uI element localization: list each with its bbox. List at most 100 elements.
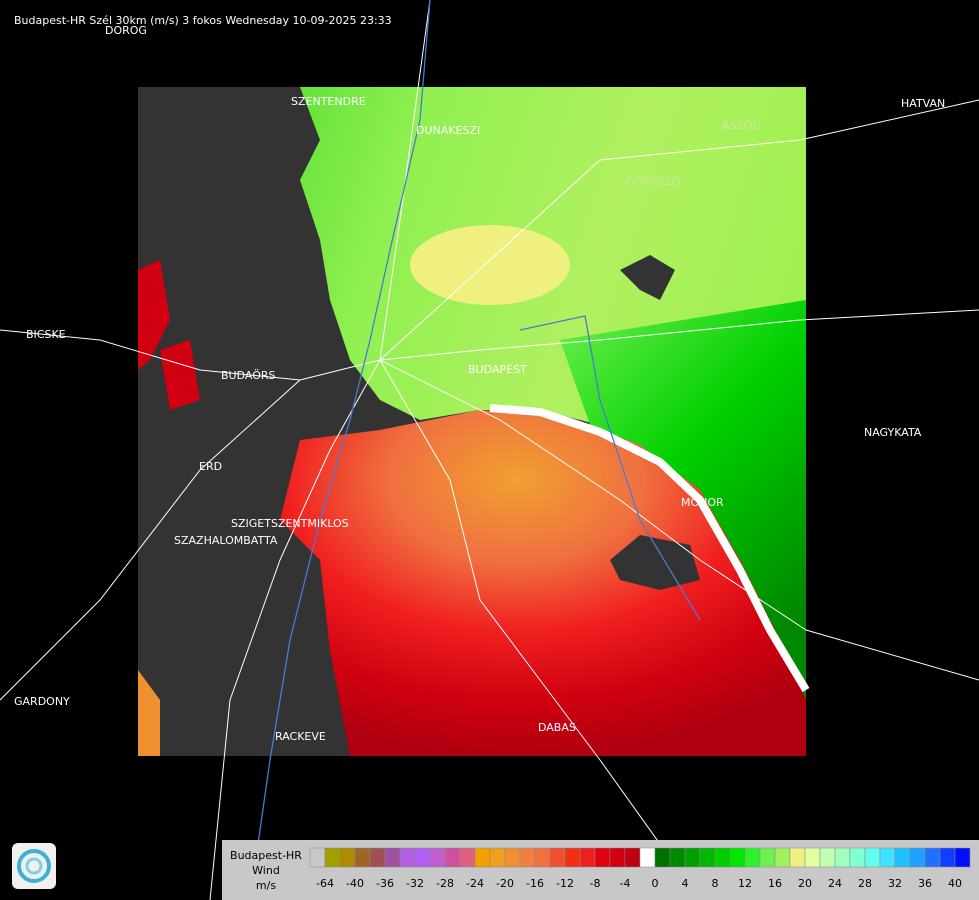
- place-label: GARDONY: [14, 695, 70, 708]
- radar-area: [138, 87, 810, 756]
- legend-swatch: [624, 847, 641, 868]
- place-label: SZIGETSZENTMIKLOS: [231, 517, 349, 530]
- legend-swatch: [414, 847, 431, 868]
- red-patch: [138, 260, 200, 410]
- legend-swatch: [939, 847, 956, 868]
- legend-tick: 28: [858, 877, 872, 890]
- legend-swatch: [384, 847, 401, 868]
- legend-swatch: [399, 847, 416, 868]
- legend-swatch: [714, 847, 731, 868]
- place-label: BICSKE: [26, 328, 66, 341]
- legend-swatch: [864, 847, 881, 868]
- red-zone: [280, 410, 806, 756]
- legend-swatch: [804, 847, 821, 868]
- legend-tick: -40: [346, 877, 364, 890]
- green-zone: [138, 87, 806, 700]
- legend-swatch: [774, 847, 791, 868]
- dark-green-zone: [560, 300, 806, 700]
- place-label: NAGYKATA: [864, 426, 922, 439]
- legend-line: m/s: [256, 879, 276, 892]
- legend-swatch: [639, 847, 656, 868]
- legend-tick: 40: [948, 877, 962, 890]
- legend-swatch: [684, 847, 701, 868]
- place-label: ASZOD: [722, 119, 761, 132]
- legend-swatch: [474, 847, 491, 868]
- legend-swatch: [819, 847, 836, 868]
- legend-swatch: [459, 847, 476, 868]
- legend-swatch: [354, 847, 371, 868]
- place-label: ERD: [199, 460, 222, 473]
- legend-swatch: [444, 847, 461, 868]
- legend-swatch: [729, 847, 746, 868]
- place-label: HATVAN: [901, 97, 945, 110]
- legend-tick: -36: [376, 877, 394, 890]
- yellow-zone: [410, 225, 570, 305]
- place-label: BUDAPEST: [468, 363, 527, 376]
- legend-swatch: [324, 847, 341, 868]
- legend-swatch: [924, 847, 941, 868]
- legend-tick: 36: [918, 877, 932, 890]
- legend-tick: -32: [406, 877, 424, 890]
- legend-tick: -12: [556, 877, 574, 890]
- legend-swatch: [579, 847, 596, 868]
- place-label: BUDAÖRS: [221, 369, 276, 382]
- place-label: RACKEVE: [275, 730, 326, 743]
- legend-line: Wind: [252, 864, 280, 877]
- legend-tick: 12: [738, 877, 752, 890]
- legend-tick: -8: [590, 877, 601, 890]
- legend-swatch: [654, 847, 671, 868]
- legend-swatch: [519, 847, 536, 868]
- legend-swatch: [699, 847, 716, 868]
- legend-swatch: [564, 847, 581, 868]
- orange-patch: [138, 670, 160, 756]
- legend-tick: -28: [436, 877, 454, 890]
- legend-tick: -20: [496, 877, 514, 890]
- legend-tick: -16: [526, 877, 544, 890]
- legend-tick: 20: [798, 877, 812, 890]
- legend-tick: 0: [652, 877, 659, 890]
- place-label: SZAZHALOMBATTA: [174, 534, 278, 547]
- place-labels: DOROG SZENTENDRE DUNAKESZI ASZOD GODOLLO HATV…: [14, 24, 969, 897]
- zero-line: [489, 404, 810, 693]
- legend-tick: 16: [768, 877, 782, 890]
- legend-swatch: [369, 847, 386, 868]
- legend-swatch: [429, 847, 446, 868]
- place-label: DABAS: [538, 721, 576, 734]
- legend-tick: -24: [466, 877, 484, 890]
- title: Budapest-HR Szél 30km (m/s) 3 fokos Wedn…: [14, 14, 392, 27]
- legend-swatch: [534, 847, 551, 868]
- legend-swatch: [489, 847, 506, 868]
- legend-swatch: [849, 847, 866, 868]
- legend-swatch: [744, 847, 761, 868]
- legend-swatch: [894, 847, 911, 868]
- legend-swatch: [954, 847, 971, 868]
- legend-swatch: [594, 847, 611, 868]
- place-label: MONOR: [681, 496, 724, 509]
- legend-swatch: [339, 847, 356, 868]
- logo: [12, 843, 56, 889]
- place-label: SZENTENDRE: [291, 95, 366, 108]
- rivers: [249, 0, 701, 900]
- legend-swatch: [879, 847, 896, 868]
- place-label: DOROG: [105, 24, 147, 37]
- place-label: DUNAKESZI: [416, 124, 480, 137]
- legend-swatch: [549, 847, 566, 868]
- legend-swatch: [834, 847, 851, 868]
- legend-swatch: [669, 847, 686, 868]
- legend-tick: -4: [620, 877, 631, 890]
- legend-tick: 24: [828, 877, 842, 890]
- legend-swatch: [909, 847, 926, 868]
- legend-line: Budapest-HR: [230, 849, 302, 862]
- legend-swatch: [309, 847, 326, 868]
- legend-swatch: [759, 847, 776, 868]
- place-label: GODOLLO: [626, 175, 681, 188]
- legend-tick: 4: [682, 877, 689, 890]
- legend-tick: -64: [316, 877, 334, 890]
- legend-tick: 32: [888, 877, 902, 890]
- legend-swatch: [504, 847, 521, 868]
- no-data-patch: [610, 255, 700, 590]
- legend-tick: 8: [712, 877, 719, 890]
